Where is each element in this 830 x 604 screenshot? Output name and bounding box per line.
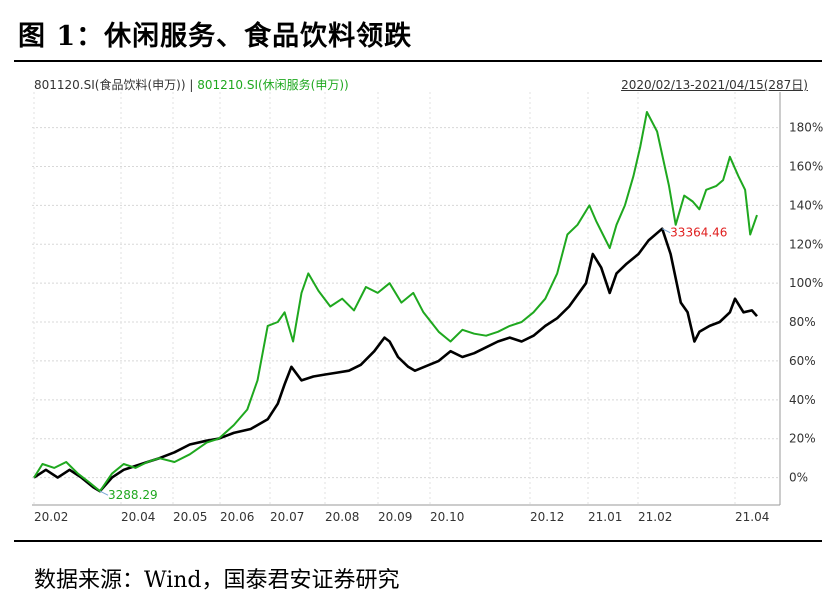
chart-legend: 801120.SI(食品饮料(申万)) | 801210.SI(休闲服务(申万)… <box>34 76 349 93</box>
legend-series-leisure-services: 801210.SI(休闲服务(申万)) <box>197 78 349 92</box>
legend-separator: | <box>189 78 194 92</box>
bottom-rule <box>14 540 822 542</box>
top-rule <box>14 60 822 62</box>
date-range-label: 2020/02/13-2021/04/15(287日) <box>621 78 808 92</box>
figure-title: 图 1：休闲服务、食品饮料领跌 <box>18 21 413 52</box>
chart-container <box>14 66 824 530</box>
source-note: 数据来源：Wind，国泰君安证券研究 <box>34 568 400 593</box>
legend-series-food-beverage: 801120.SI(食品饮料(申万)) <box>34 78 186 92</box>
